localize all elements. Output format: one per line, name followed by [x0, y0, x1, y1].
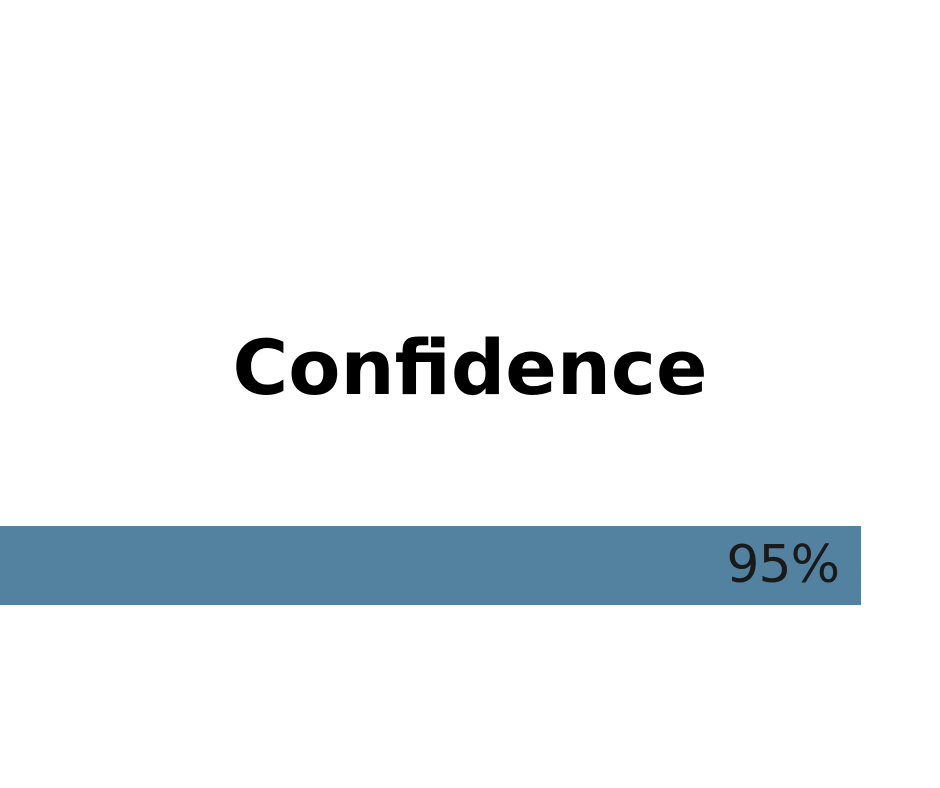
progress-fill: 95% [0, 526, 861, 605]
progress-label: 95% [726, 535, 840, 595]
confidence-progress-bar: 95% [0, 526, 940, 605]
page-title: Confidence [232, 323, 708, 412]
